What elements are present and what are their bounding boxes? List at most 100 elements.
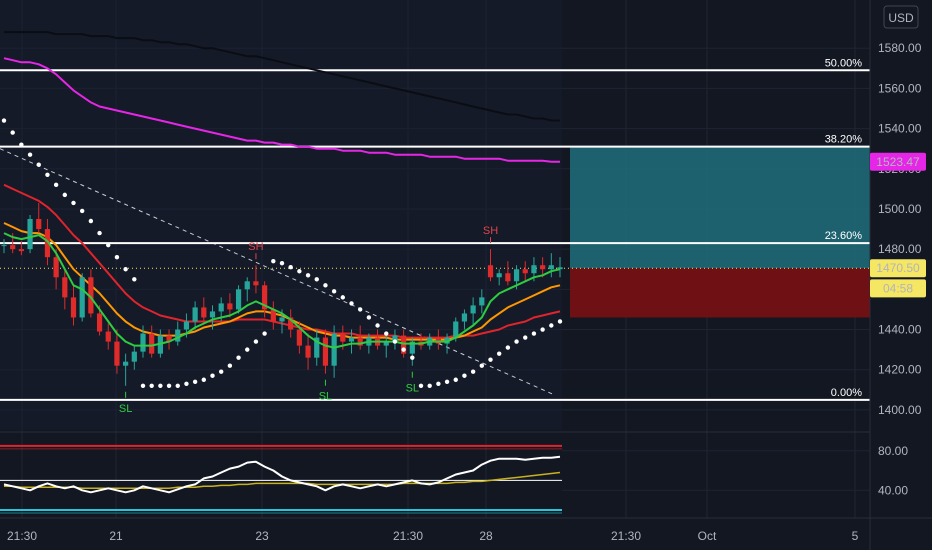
sar-dot	[201, 377, 207, 382]
sar-dot	[227, 363, 233, 368]
sar-dot	[488, 357, 493, 362]
sar-dot	[297, 269, 302, 274]
candle-body	[36, 219, 42, 230]
candle-body	[183, 321, 190, 330]
candle-body	[166, 335, 172, 342]
candle-body	[392, 335, 398, 342]
candle-body	[262, 285, 268, 310]
oscillator-plot[interactable]	[0, 431, 870, 514]
sar-dot	[366, 315, 372, 320]
price-tag-bg	[870, 279, 926, 298]
sar-dot	[71, 200, 76, 206]
sar-dot	[53, 182, 59, 188]
sar-dot	[36, 162, 41, 167]
sar-dot	[27, 152, 33, 157]
candle-body	[96, 313, 103, 332]
candle-body	[201, 307, 207, 318]
sar-dot	[79, 208, 85, 214]
candle-body	[18, 249, 24, 252]
candle-body	[505, 273, 511, 282]
sar-dot	[323, 283, 328, 288]
sar-dot	[236, 355, 241, 360]
candle-body	[218, 303, 224, 312]
sar-dot	[114, 254, 120, 260]
candle-body	[140, 333, 146, 352]
sar-dot	[262, 331, 267, 336]
swing-low-label: SL	[319, 391, 332, 403]
currency-badge[interactable]	[883, 5, 919, 29]
candle-body	[513, 269, 520, 282]
price-tag[interactable]: 04:58	[870, 279, 926, 298]
sar-dot	[444, 379, 450, 384]
candle-body	[1, 245, 7, 247]
candle-body	[10, 245, 16, 250]
sar-dot	[340, 295, 346, 300]
time-tick-label: 21:30	[7, 529, 37, 543]
sar-dot	[218, 369, 224, 374]
candle-body	[435, 337, 441, 344]
ma-magenta-line	[3, 57, 560, 163]
candle-body	[357, 337, 363, 346]
time-tick-label: 21:30	[393, 529, 423, 543]
sar-dot	[375, 323, 380, 328]
sar-dot	[496, 351, 502, 356]
price-plot[interactable]: SH SH SL SL SL	[1, 31, 563, 415]
sar-dot	[149, 383, 154, 388]
sar-dot	[158, 383, 163, 388]
sar-dot	[349, 301, 354, 306]
sar-dot	[462, 373, 467, 378]
sar-dot	[314, 277, 319, 282]
sar-dot	[175, 383, 180, 388]
fib-level-label: 38.20%	[825, 134, 863, 146]
candle-body	[496, 273, 502, 278]
candle-body	[244, 281, 250, 290]
candle-body	[114, 341, 120, 366]
candle-body	[305, 345, 311, 358]
candle-body	[470, 305, 476, 314]
candle-body	[123, 361, 129, 366]
sar-dot	[45, 172, 50, 177]
price-tag[interactable]: 1523.47	[870, 152, 926, 171]
candle-body	[27, 219, 33, 250]
candle-body	[322, 337, 329, 366]
sar-dot	[410, 355, 415, 360]
osc-tick-label: 40.00	[878, 483, 908, 497]
candle-body	[88, 277, 94, 314]
candle-body	[253, 281, 259, 286]
fib-level-label: 50.00%	[825, 57, 863, 69]
price-tick-label: 1440.00	[878, 323, 922, 337]
price-tag-bg	[870, 259, 926, 278]
price-tick-label: 1540.00	[878, 122, 922, 136]
ema-fast-line	[3, 232, 561, 349]
candle-body	[409, 341, 415, 354]
sar-dot	[331, 289, 337, 294]
candle-body	[192, 307, 198, 322]
price-tag-text: 1470.50	[876, 261, 920, 275]
osc-tick-label: 80.00	[878, 444, 908, 458]
sar-dot	[540, 327, 545, 332]
time-tick-label: 21	[109, 529, 123, 543]
time-tick-label: Oct	[698, 529, 717, 543]
swing-low-label: SL	[406, 383, 419, 395]
candle-body	[461, 313, 468, 322]
sar-dot	[384, 331, 389, 336]
currency-label[interactable]: USD	[888, 11, 914, 25]
price-tag-text: 04:58	[883, 281, 913, 295]
candle-body	[279, 317, 285, 322]
sar-dot	[271, 259, 276, 264]
candle-body	[557, 267, 563, 270]
sar-dot	[427, 383, 432, 388]
sar-dot	[279, 261, 285, 266]
price-tag-text: 1523.47	[876, 155, 920, 169]
price-tag[interactable]: 1470.50	[870, 259, 926, 278]
sar-dot	[305, 273, 311, 278]
price-tick-label: 1500.00	[878, 202, 922, 216]
fib-level-label: 23.60%	[825, 230, 863, 242]
sar-dot	[549, 323, 554, 328]
candle-body	[383, 341, 389, 346]
sar-dot	[357, 307, 363, 312]
candle-body	[175, 329, 181, 342]
sar-dot	[10, 130, 15, 135]
currency-selector[interactable]: USD	[883, 5, 919, 29]
